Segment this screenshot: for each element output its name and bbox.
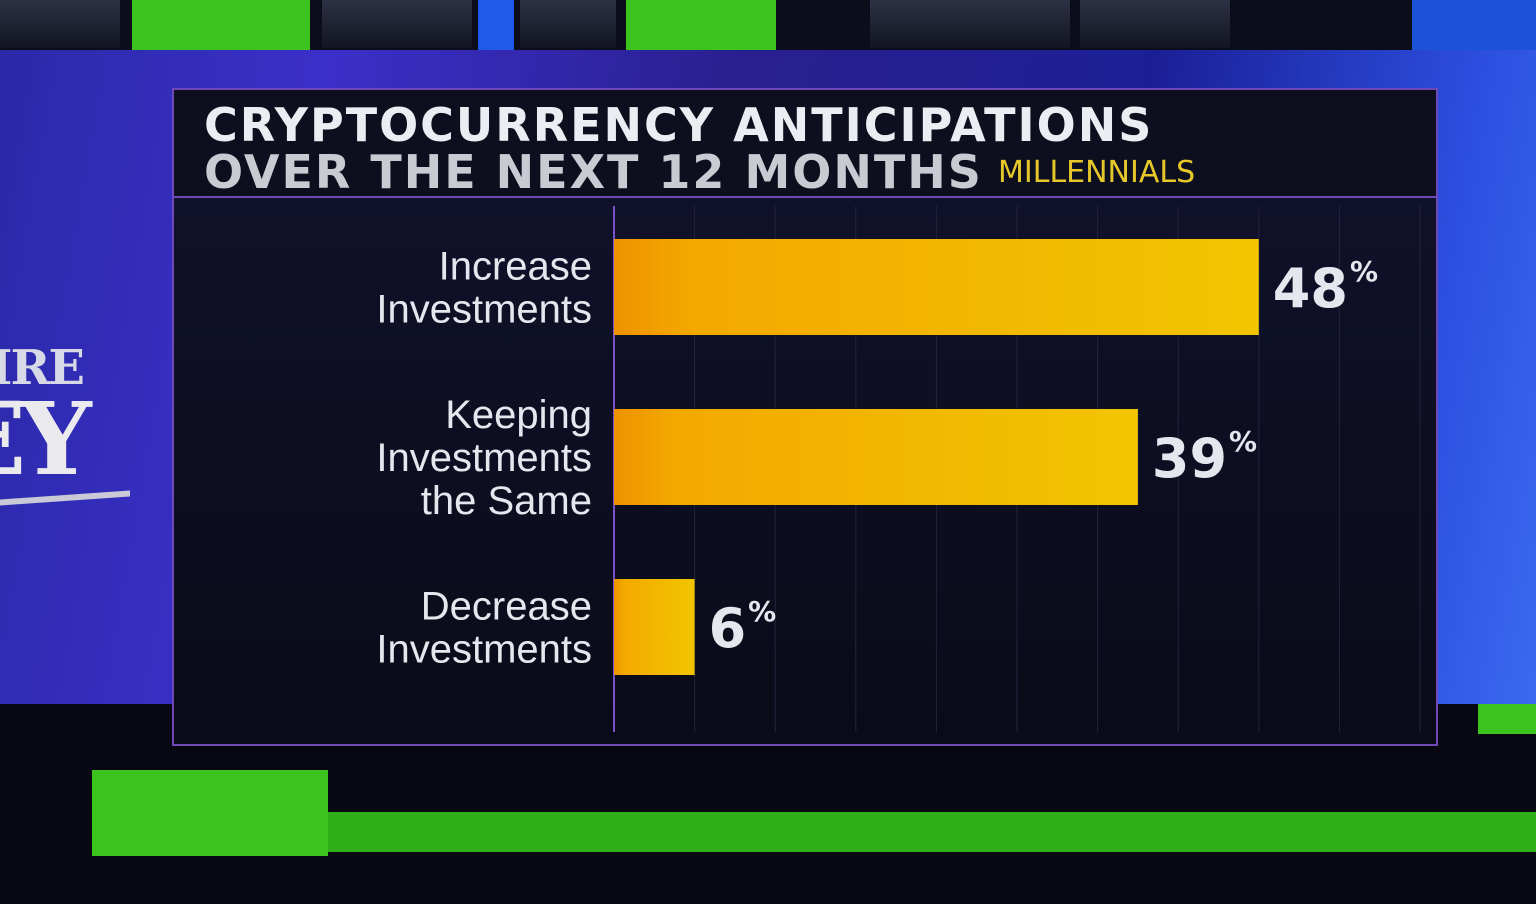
category-label: Keeping: [445, 393, 592, 437]
value-suffix: %: [1229, 425, 1257, 458]
category-label: Investments: [376, 436, 592, 480]
show-logo: IRE EY: [0, 340, 140, 510]
studio-screen: [870, 0, 1070, 48]
chart-title: CRYPTOCURRENCY ANTICIPATIONS: [204, 98, 1154, 152]
category-label: the Same: [421, 479, 592, 523]
bar: [614, 409, 1138, 505]
category-label: Decrease: [421, 585, 592, 629]
category-label: Investments: [376, 288, 592, 332]
value-suffix: %: [1350, 255, 1378, 288]
chart-subtitle: OVER THE NEXT 12 MONTHS: [204, 145, 983, 199]
value-label: 6: [709, 597, 747, 660]
value-suffix: %: [748, 595, 776, 628]
studio-green-panel: [92, 770, 328, 856]
studio-screen: [520, 0, 616, 48]
studio-green-panel: [1478, 704, 1536, 734]
studio-blue-panel: [478, 0, 514, 54]
category-label: Increase: [439, 245, 592, 289]
value-label: 39: [1152, 427, 1227, 490]
studio-green-strip: [328, 812, 1536, 852]
group-label: MILLENNIALS: [998, 155, 1196, 190]
value-label: 48: [1273, 257, 1348, 320]
studio-screen: [1080, 0, 1230, 48]
studio-blue-panel: [1412, 0, 1536, 56]
bar: [614, 239, 1259, 335]
studio-green-panel: [132, 0, 310, 52]
studio-green-panel: [626, 0, 776, 54]
bar: [614, 579, 695, 675]
studio-screen: [0, 0, 120, 48]
studio-screen: [322, 0, 472, 48]
category-label: Investments: [376, 628, 592, 672]
